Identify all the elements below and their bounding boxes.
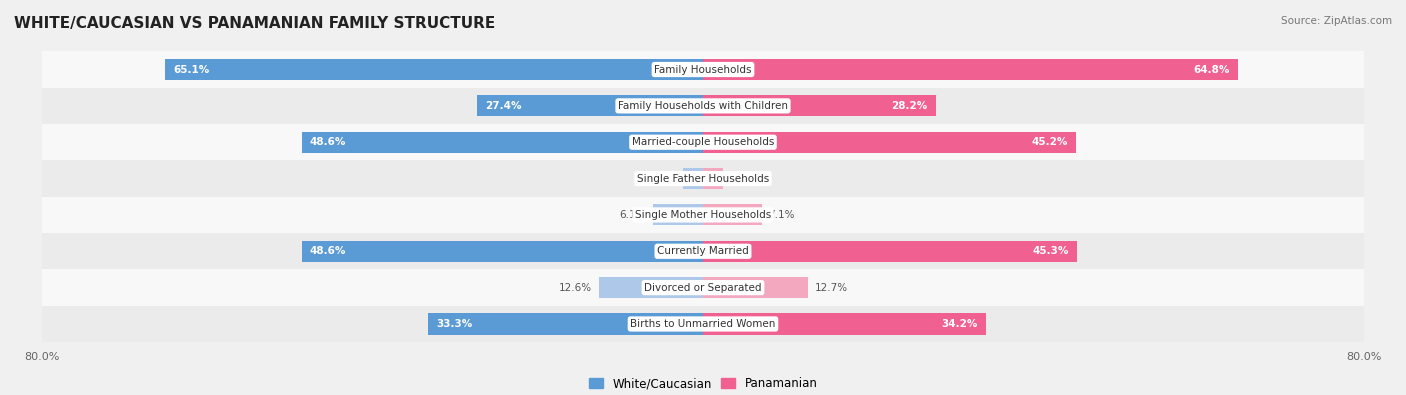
Bar (703, 168, 723, 189)
Text: Source: ZipAtlas.com: Source: ZipAtlas.com (1281, 16, 1392, 26)
Bar (683, 168, 703, 189)
Text: 33.3%: 33.3% (436, 319, 472, 329)
Bar (301, 132, 703, 153)
Text: 12.7%: 12.7% (814, 283, 848, 293)
Legend: White/Caucasian, Panamanian: White/Caucasian, Panamanian (583, 372, 823, 395)
Text: 27.4%: 27.4% (485, 101, 522, 111)
Text: 2.4%: 2.4% (650, 173, 676, 184)
Bar (301, 241, 703, 262)
Bar (42, 160, 1364, 197)
Bar (42, 88, 1364, 124)
Bar (703, 241, 1077, 262)
Bar (42, 124, 1364, 160)
Bar (599, 277, 703, 298)
Text: 64.8%: 64.8% (1194, 64, 1230, 75)
Bar (42, 306, 1364, 342)
Text: 6.1%: 6.1% (620, 210, 645, 220)
Text: WHITE/CAUCASIAN VS PANAMANIAN FAMILY STRUCTURE: WHITE/CAUCASIAN VS PANAMANIAN FAMILY STR… (14, 16, 495, 31)
Text: Family Households with Children: Family Households with Children (619, 101, 787, 111)
Bar (42, 233, 1364, 269)
Bar (42, 197, 1364, 233)
Bar (42, 269, 1364, 306)
Bar (427, 313, 703, 335)
Text: Single Mother Households: Single Mother Households (636, 210, 770, 220)
Text: 48.6%: 48.6% (309, 137, 346, 147)
Text: Births to Unmarried Women: Births to Unmarried Women (630, 319, 776, 329)
Bar (703, 277, 808, 298)
Bar (42, 51, 1364, 88)
Text: 45.2%: 45.2% (1032, 137, 1069, 147)
Text: 48.6%: 48.6% (309, 246, 346, 256)
Bar (703, 132, 1077, 153)
Bar (652, 204, 703, 226)
Text: Family Households: Family Households (654, 64, 752, 75)
Text: Divorced or Separated: Divorced or Separated (644, 283, 762, 293)
Text: 34.2%: 34.2% (941, 319, 977, 329)
Bar (477, 95, 703, 117)
Text: 65.1%: 65.1% (173, 64, 209, 75)
Bar (166, 59, 703, 80)
Text: 28.2%: 28.2% (891, 101, 928, 111)
Text: Married-couple Households: Married-couple Households (631, 137, 775, 147)
Bar (703, 204, 762, 226)
Text: 2.4%: 2.4% (730, 173, 756, 184)
Bar (703, 95, 936, 117)
Text: Single Father Households: Single Father Households (637, 173, 769, 184)
Bar (703, 59, 1239, 80)
Text: Currently Married: Currently Married (657, 246, 749, 256)
Text: 7.1%: 7.1% (768, 210, 794, 220)
Text: 45.3%: 45.3% (1032, 246, 1069, 256)
Text: 12.6%: 12.6% (560, 283, 592, 293)
Bar (703, 313, 986, 335)
